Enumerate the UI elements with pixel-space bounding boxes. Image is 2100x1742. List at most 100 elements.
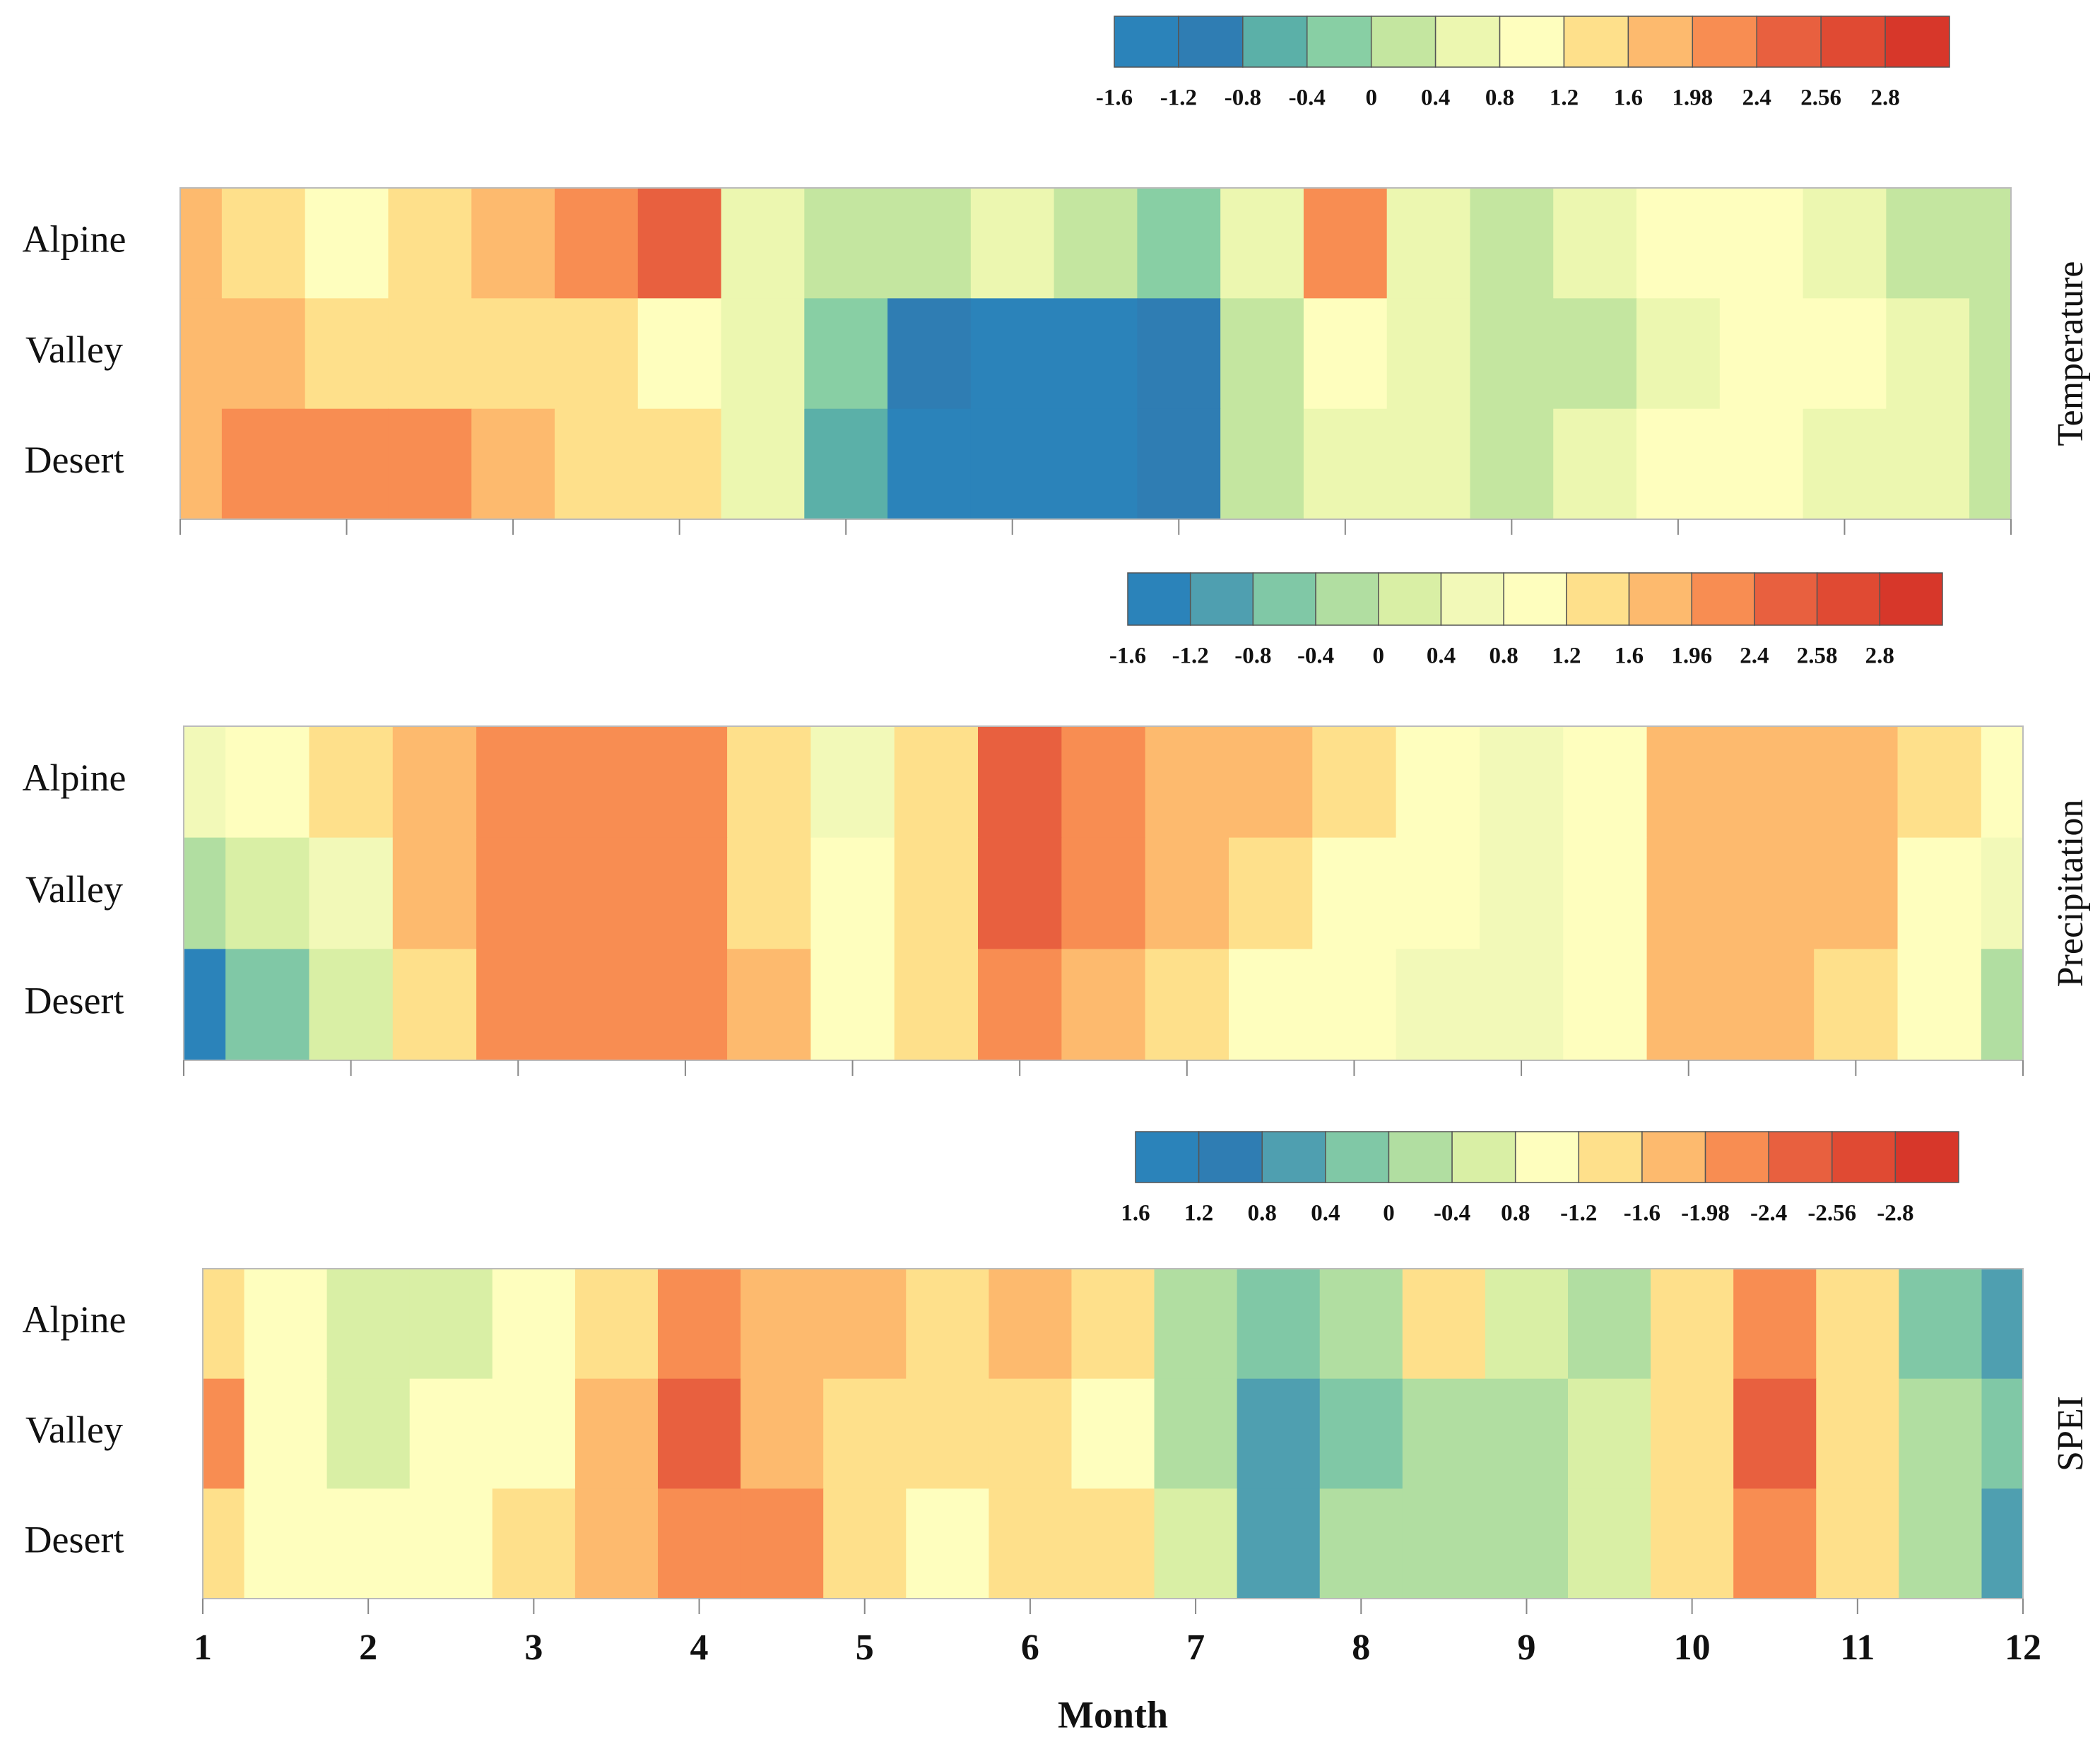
contour-cell	[225, 949, 310, 1061]
colorbar-swatch	[1370, 16, 1437, 68]
contour-cell	[637, 408, 722, 520]
colorbar-tick-label: -1.2	[1172, 644, 1209, 669]
contour-cell	[1636, 408, 1721, 520]
colorbar-tick-label: 2.4	[1740, 644, 1769, 669]
contour-cell	[1646, 837, 1731, 949]
colorbar-swatch	[1816, 572, 1881, 626]
colorbar-swatch	[1692, 16, 1757, 68]
colorbar-tick-label: 0	[1383, 1201, 1395, 1226]
colorbar-tick-label: -1.2	[1560, 1201, 1597, 1226]
contour-cell	[1237, 1488, 1321, 1599]
plot-frame	[179, 187, 2012, 520]
x-tick-label: 9	[1517, 1628, 1535, 1668]
contour-cell	[560, 726, 644, 839]
colorbar-tick-label: -2.8	[1877, 1201, 1913, 1226]
colorbar-swatch	[1641, 1131, 1706, 1183]
colorbar-swatch	[1261, 1131, 1326, 1183]
colorbar-swatch	[1691, 572, 1755, 626]
contour-cell	[1054, 298, 1138, 410]
contour-cell	[1054, 408, 1138, 520]
contour-cell	[1651, 1269, 1734, 1380]
contour-cell	[409, 1378, 493, 1489]
contour-cell	[392, 949, 477, 1061]
contour-cell	[1899, 1269, 1983, 1380]
panel-title: Temperature	[2051, 261, 2091, 446]
contour-cell	[388, 408, 472, 520]
colorbar-tick-label: 1.2	[1552, 644, 1581, 669]
contour-cell	[1568, 1269, 1651, 1380]
contour-cell	[1479, 949, 1564, 1061]
contour-cell	[1553, 408, 1637, 520]
x-tick-label: 10	[1674, 1628, 1711, 1668]
x-tick-label: 8	[1352, 1628, 1370, 1668]
contour-cell	[1402, 1269, 1486, 1380]
colorbar-swatch	[1578, 1131, 1643, 1183]
contour-cell	[1899, 1378, 1983, 1489]
colorbar-swatch	[1884, 16, 1950, 68]
x-tick-label: 5	[856, 1628, 874, 1668]
contour-cell	[658, 1269, 741, 1380]
contour-cell	[1563, 837, 1648, 949]
contour-cell	[1137, 408, 1221, 520]
colorbar-tick-label: 2.8	[1870, 85, 1899, 111]
contour-cell	[492, 1269, 576, 1380]
y-category-label: Alpine	[23, 1298, 126, 1341]
contour-cell	[1071, 1378, 1155, 1489]
contour-cell	[1969, 188, 2012, 299]
colorbar-swatch	[1242, 16, 1308, 68]
contour-cell	[392, 837, 477, 949]
contour-cell	[989, 1378, 1073, 1489]
colorbar-swatch	[1451, 1131, 1516, 1183]
colorbar-tick-label: 2.58	[1797, 644, 1838, 669]
colorbar-tick-label: 1.2	[1184, 1201, 1213, 1226]
contour-cell	[492, 1488, 576, 1599]
colorbar-swatch	[1325, 1131, 1390, 1183]
colorbar-swatch	[1628, 572, 1692, 626]
colorbar-tick-label: 0.4	[1421, 85, 1450, 111]
contour-cell	[978, 837, 1062, 949]
colorbar-tick-label: 0.8	[1485, 85, 1514, 111]
contour-cell	[887, 188, 972, 299]
contour-cell	[1553, 298, 1637, 410]
contour-cell	[1319, 1378, 1403, 1489]
x-tick-label: 7	[1186, 1628, 1205, 1668]
contour-cell	[1479, 726, 1564, 839]
contour-cell	[180, 188, 223, 299]
contour-cell	[388, 298, 472, 410]
colorbar-swatch	[1879, 572, 1943, 626]
colorbar-tick-label: -2.56	[1807, 1201, 1856, 1226]
contour-cell	[221, 408, 306, 520]
contour-cell	[810, 726, 895, 839]
contour-cell	[1651, 1378, 1734, 1489]
colorbar-swatch	[1440, 572, 1504, 626]
contour-cell	[1899, 1488, 1983, 1599]
contour-cell	[823, 1269, 907, 1380]
colorbar-swatch	[1434, 16, 1501, 68]
x-tick-label: 3	[524, 1628, 543, 1668]
contour-cell	[1814, 726, 1899, 839]
contour-cell	[1061, 726, 1146, 839]
contour-cell	[1636, 298, 1721, 410]
colorbar-tick-label: 0.4	[1427, 644, 1456, 669]
y-category-label: Alpine	[23, 757, 126, 799]
colorbar-tick-label: 2.4	[1742, 85, 1771, 111]
y-category-label: Valley	[25, 1409, 123, 1451]
contour-cell	[203, 1378, 245, 1489]
contour-cell	[741, 1488, 824, 1599]
colorbar-swatch	[1768, 1131, 1833, 1183]
contour-cell	[244, 1269, 328, 1380]
contour-cell	[1228, 726, 1313, 839]
contour-cell	[1386, 188, 1471, 299]
contour-cell	[970, 408, 1055, 520]
contour-cell	[1386, 408, 1471, 520]
colorbar-swatch	[1189, 572, 1254, 626]
contour-cell	[409, 1269, 493, 1380]
contour-cell	[392, 726, 477, 839]
contour-cell	[1228, 837, 1313, 949]
contour-cell	[989, 1488, 1073, 1599]
contour-cell	[804, 408, 888, 520]
colorbar-tick-label: 1.96	[1671, 644, 1712, 669]
contour-cell	[225, 726, 310, 839]
contour-cell	[804, 298, 888, 410]
contour-cell	[1137, 298, 1221, 410]
